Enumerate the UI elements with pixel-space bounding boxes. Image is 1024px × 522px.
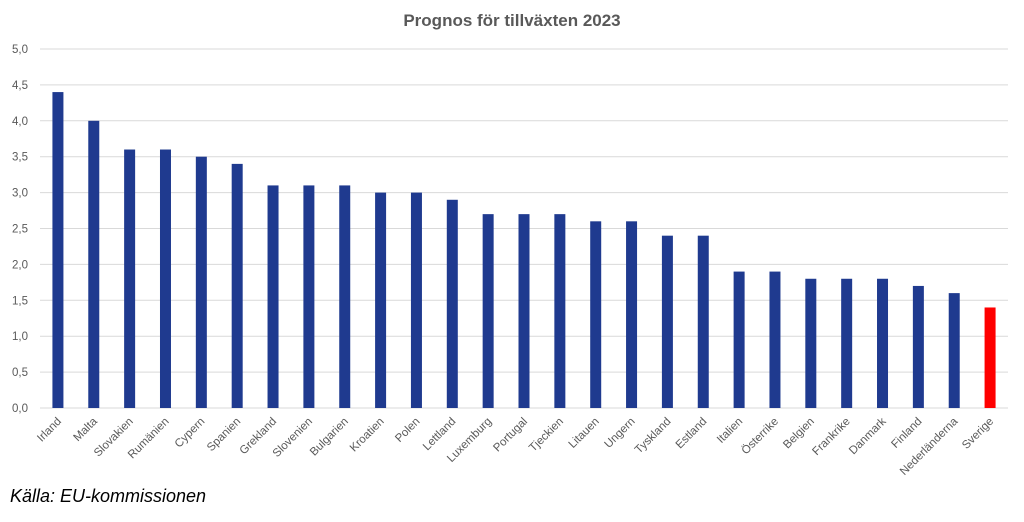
x-tick-label: Ungern — [603, 416, 638, 451]
bar-Österrike — [769, 271, 781, 408]
x-tick-label: Kroatien — [348, 416, 387, 455]
x-tick-label: Polen — [393, 416, 422, 445]
bar-Kroatien — [375, 192, 387, 408]
y-tick-label: 2,5 — [12, 224, 28, 236]
bar-Rumänien — [159, 149, 171, 408]
y-tick-label: 0,0 — [12, 403, 28, 415]
bar-Slovakien — [124, 149, 136, 408]
bar-Italien — [733, 271, 745, 408]
bar-Ungern — [626, 221, 638, 408]
chart-title: Prognos för tillväxten 2023 — [403, 11, 620, 30]
bar-Tyskland — [661, 235, 673, 408]
bar-Belgien — [805, 278, 817, 408]
y-tick-label: 4,0 — [12, 116, 28, 128]
bar-Nederländerna — [948, 293, 960, 408]
x-tick-label: Frankrike — [810, 416, 852, 458]
x-tick-label: Italien — [715, 416, 745, 446]
bar-Litauen — [590, 221, 602, 408]
y-tick-label: 1,0 — [12, 331, 28, 343]
bar-Danmark — [877, 278, 889, 408]
bar-Malta — [88, 120, 100, 409]
bar-Cypern — [195, 156, 207, 408]
x-tick-label: Tjeckien — [527, 416, 566, 455]
x-tick-label: Danmark — [847, 415, 889, 457]
x-tick-label: Estland — [674, 416, 710, 452]
bar-Grekland — [267, 185, 279, 408]
bar-Lettland — [446, 199, 458, 408]
source-note: Källa: EU-kommissionen — [10, 486, 207, 506]
bar-Portugal — [518, 214, 530, 408]
y-tick-label: 2,0 — [12, 259, 28, 271]
bar-Frankrike — [841, 278, 853, 408]
x-tick-label: Portugal — [491, 416, 530, 455]
x-tick-label: Cypern — [173, 416, 208, 451]
bar-Polen — [410, 192, 422, 408]
bar-Estland — [697, 235, 709, 408]
x-tick-label: Bulgarien — [308, 416, 351, 459]
y-tick-label: 3,0 — [12, 188, 28, 200]
x-tick-label: Österrike — [740, 416, 781, 457]
bar-Slovenien — [303, 185, 315, 408]
y-tick-label: 3,5 — [12, 152, 28, 164]
x-tick-label: Irland — [35, 416, 64, 445]
x-tick-label: Belgien — [781, 416, 817, 452]
bar-Tjeckien — [554, 214, 566, 408]
x-tick-label: Tyskland — [633, 416, 674, 457]
x-tick-label: Malta — [72, 415, 101, 444]
bar-Irland — [52, 92, 64, 408]
y-tick-label: 0,5 — [12, 367, 28, 379]
y-tick-label: 1,5 — [12, 295, 28, 307]
y-tick-label: 5,0 — [12, 44, 28, 56]
bar-Sverige — [984, 307, 996, 408]
x-tick-label: Sverige — [960, 416, 996, 452]
bar-Spanien — [231, 163, 243, 408]
bar-Bulgarien — [339, 185, 351, 408]
y-tick-label: 4,5 — [12, 80, 28, 92]
x-tick-label: Finland — [889, 416, 924, 451]
bar-Luxemburg — [482, 214, 494, 408]
bar-Finland — [912, 285, 924, 408]
x-tick-label: Slovenien — [271, 416, 315, 460]
x-tick-label: Litauen — [567, 416, 602, 451]
